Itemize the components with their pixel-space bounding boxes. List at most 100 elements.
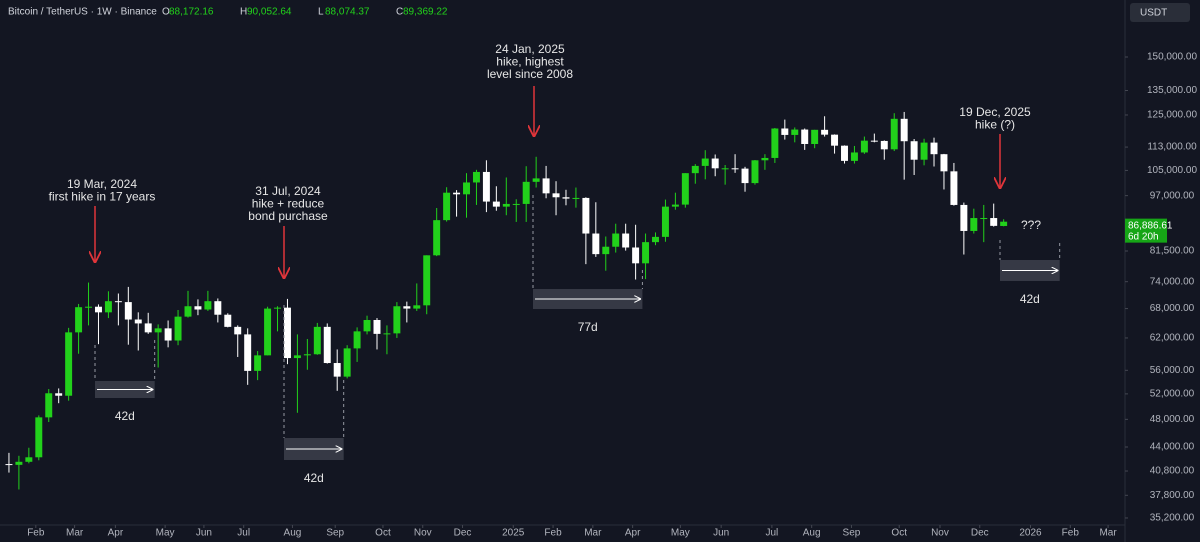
candle-body — [35, 417, 43, 458]
candle-body — [1000, 221, 1008, 226]
candle-body — [463, 182, 470, 195]
countdown-label: 6d 20h — [1128, 231, 1159, 242]
candle-body — [5, 464, 13, 466]
candle-body — [75, 307, 83, 333]
y-tick-label: 62,000.00 — [1150, 333, 1195, 344]
candle-body — [433, 220, 441, 256]
candle-body — [144, 323, 152, 333]
x-tick-label: Dec — [971, 528, 989, 539]
candle-body — [363, 320, 371, 332]
ohlc-value: 90,052.64 — [247, 7, 292, 18]
x-tick-label: Jul — [237, 528, 250, 539]
span-label: 42d — [1020, 292, 1040, 306]
candle-body — [552, 193, 560, 198]
candle-body — [950, 171, 958, 205]
y-tick-label: 56,000.00 — [1150, 365, 1195, 376]
x-tick-label: Aug — [284, 528, 302, 539]
candle-body — [313, 326, 321, 355]
candle-body — [393, 306, 401, 334]
annotation-text: first hike in 17 years — [49, 190, 156, 204]
candle-body — [25, 457, 33, 462]
candle-body — [841, 145, 848, 161]
annotation-text: hike, highest — [496, 55, 564, 69]
candle-body — [900, 118, 908, 142]
y-tick-label: 35,200.00 — [1150, 513, 1195, 524]
candle-body — [234, 326, 242, 335]
annotation-text: hike + reduce — [252, 197, 325, 211]
candle-body — [423, 255, 431, 306]
price-tag — [1125, 218, 1167, 243]
candle-body — [413, 305, 421, 309]
x-tick-label: Feb — [27, 528, 45, 539]
candle-body — [632, 247, 640, 264]
y-tick-label: 135,000.00 — [1147, 85, 1197, 96]
y-tick-label: 68,000.00 — [1150, 303, 1195, 314]
candle-body — [542, 178, 550, 194]
candle-body — [333, 363, 341, 377]
candle-body — [960, 204, 968, 231]
span-label: 77d — [578, 320, 598, 334]
candle-body — [970, 218, 978, 231]
candle-body — [403, 306, 411, 309]
candle-body — [652, 236, 659, 243]
annotation-text: 24 Jan, 2025 — [495, 42, 565, 56]
currency-label[interactable]: USDT — [1140, 8, 1167, 19]
candle-body — [622, 233, 630, 248]
candle-body — [323, 326, 331, 364]
x-tick-label: Nov — [414, 528, 432, 539]
y-tick-label: 74,000.00 — [1150, 276, 1195, 287]
y-tick-label: 52,000.00 — [1150, 389, 1195, 400]
annotation-text: level since 2008 — [487, 67, 573, 81]
candle-body — [920, 142, 928, 160]
y-tick-label: 81,500.00 — [1150, 246, 1195, 257]
candle-body — [910, 141, 918, 160]
candle-body — [283, 307, 291, 359]
candle-body — [214, 301, 222, 315]
candle-body — [731, 168, 739, 170]
ohlc-value: 88,074.37 — [325, 7, 370, 18]
candle-body — [880, 140, 888, 150]
x-tick-label: Sep — [326, 528, 344, 539]
candle-body — [65, 332, 73, 396]
annotation-text: hike (?) — [975, 118, 1015, 132]
candle-body — [890, 118, 898, 150]
candle-body — [492, 201, 500, 207]
candle-body — [254, 355, 262, 371]
candle-body — [801, 129, 809, 144]
x-tick-label: Jul — [765, 528, 778, 539]
candle-body — [383, 333, 391, 335]
candle-body — [691, 165, 699, 174]
x-tick-label: Dec — [454, 528, 472, 539]
y-tick-label: 37,800.00 — [1150, 490, 1195, 501]
span-label: 42d — [115, 409, 135, 423]
candle-body — [791, 129, 799, 135]
candle-body — [532, 178, 540, 182]
ohlc-value: 89,369.22 — [403, 7, 448, 18]
candle-body — [353, 331, 361, 349]
candle-body — [602, 246, 610, 255]
candle-body — [45, 393, 53, 418]
candle-body — [164, 328, 172, 341]
candle-body — [502, 203, 510, 207]
x-tick-label: Feb — [544, 528, 562, 539]
candle-body — [930, 142, 938, 155]
candle-body — [453, 192, 461, 195]
x-tick-label: May — [671, 528, 690, 539]
candle-body — [850, 152, 858, 161]
currency-button[interactable] — [1130, 3, 1190, 22]
candle-body — [751, 160, 759, 184]
ohlc-key: O — [162, 7, 170, 18]
candle-body — [293, 355, 301, 359]
ohlc-key: C — [396, 7, 403, 18]
candle-body — [264, 308, 272, 356]
candle-body — [443, 192, 451, 221]
candle-body — [512, 203, 520, 205]
annotation-text: bond purchase — [248, 209, 328, 223]
y-tick-label: 48,000.00 — [1150, 414, 1195, 425]
x-tick-label: Apr — [108, 528, 124, 539]
candle-body — [671, 204, 679, 207]
x-tick-label: 2025 — [502, 528, 525, 539]
candle-body — [154, 328, 162, 333]
span-label: 42d — [304, 471, 324, 485]
